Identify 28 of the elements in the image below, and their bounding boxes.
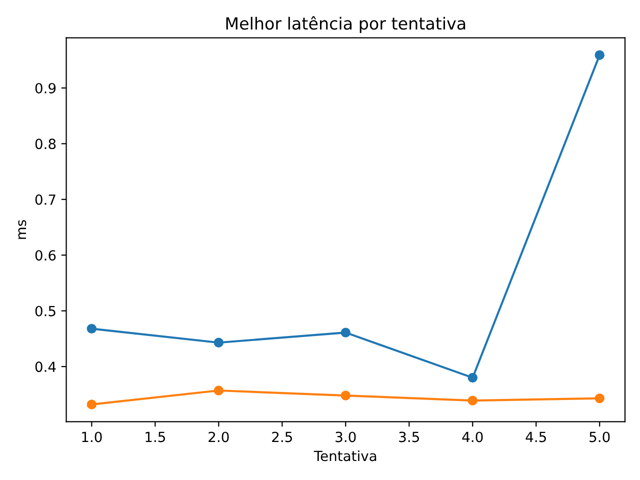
x-tick-label: 1.0 [82,432,102,442]
point [214,338,224,348]
point [340,328,350,338]
x-tick-label: 4.5 [526,432,546,442]
x-tick-label: 2.0 [208,432,229,442]
point [214,386,224,396]
point [594,50,604,60]
chart-title: Melhor latência por tentativa [226,16,466,33]
y-tick-label: 0.6 [35,250,56,261]
x-tick-label: 2.5 [272,432,292,442]
point [594,393,604,404]
y-tick-label: 0.9 [35,82,56,94]
x-tick-label: 3.0 [336,432,356,442]
y-tick-label: 0.7 [35,194,56,205]
y-tick-label: 0.4 [35,362,56,372]
x-tick-label: 3.5 [399,432,419,442]
y-axis-title: ms [18,220,26,239]
point [86,324,97,334]
point [468,396,478,406]
x-tick-label: 1.5 [146,432,165,442]
y-tick-label: 0.5 [35,306,56,316]
x-axis-title: Tentativa [314,450,376,462]
y-tick-label: 0.8 [35,138,56,150]
point [340,390,350,400]
x-tick-label: 5.0 [590,432,610,442]
point [86,400,97,410]
point [468,372,478,383]
x-tick-label: 4.0 [462,432,483,442]
